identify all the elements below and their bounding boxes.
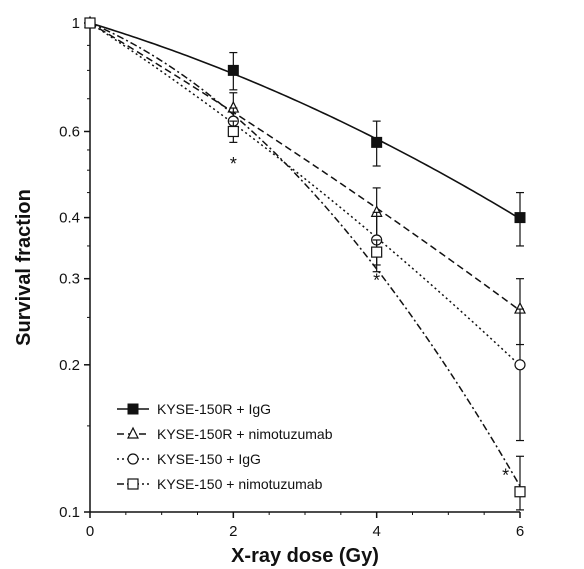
x-ticks: 0 2 4 6 <box>86 512 524 540</box>
x-tick-label: 0 <box>86 523 94 540</box>
axes: 0 2 4 6 1 0.6 0.4 0.3 0.2 0.1 <box>59 15 524 540</box>
marker-filled-square <box>514 212 526 224</box>
legend-item: KYSE-150 + IgG <box>117 451 261 467</box>
series-line <box>89 22 521 220</box>
significance-asterisk: * <box>373 271 380 291</box>
series-line <box>89 22 521 312</box>
series-4 <box>84 17 526 511</box>
y-axis-title: Survival fraction <box>13 189 35 346</box>
legend-label: KYSE-150 + nimotuzumab <box>157 476 323 492</box>
y-ticks: 1 0.6 0.4 0.3 0.2 0.1 <box>59 15 90 521</box>
marker-open-circle <box>127 453 139 465</box>
marker-open-circle <box>514 359 526 371</box>
marker-filled-square <box>371 136 383 148</box>
legend-label: KYSE-150R + nimotuzumab <box>157 426 333 442</box>
marker-open-square <box>514 486 526 498</box>
y-tick-label: 0.4 <box>59 210 80 227</box>
legend-item: KYSE-150 + nimotuzumab <box>117 476 323 492</box>
series-2 <box>84 15 526 346</box>
annotations: * * * <box>230 154 509 485</box>
marker-open-square <box>84 17 96 29</box>
legend-item: KYSE-150R + IgG <box>117 401 271 417</box>
series-line <box>89 22 521 487</box>
legend-label: KYSE-150R + IgG <box>157 401 271 417</box>
y-tick-label: 0.1 <box>59 504 80 521</box>
y-tick-label: 1 <box>72 15 80 32</box>
x-axis-title: X-ray dose (Gy) <box>231 545 379 567</box>
series-1 <box>84 17 526 247</box>
series-layer <box>84 15 526 511</box>
x-tick-label: 2 <box>229 523 237 540</box>
legend-label: KYSE-150 + IgG <box>157 451 261 467</box>
marker-open-square <box>227 125 239 138</box>
marker-filled-square <box>127 403 139 415</box>
significance-asterisk: * <box>230 154 237 174</box>
series-line <box>89 22 521 367</box>
x-tick-label: 6 <box>516 523 524 540</box>
y-tick-label: 0.6 <box>59 123 80 140</box>
series-3 <box>84 17 526 442</box>
marker-filled-square <box>227 64 239 76</box>
x-tick-label: 4 <box>372 523 380 540</box>
y-tick-label: 0.3 <box>59 271 80 288</box>
significance-asterisk: * <box>502 465 509 485</box>
marker-open-square <box>371 246 383 258</box>
marker-open-triangle <box>127 426 139 439</box>
legend: KYSE-150R + IgG KYSE-150R + nimotuzumab KY… <box>117 401 333 492</box>
marker-open-square <box>127 478 139 490</box>
y-tick-label: 0.2 <box>59 357 80 374</box>
legend-item: KYSE-150R + nimotuzumab <box>117 426 333 442</box>
